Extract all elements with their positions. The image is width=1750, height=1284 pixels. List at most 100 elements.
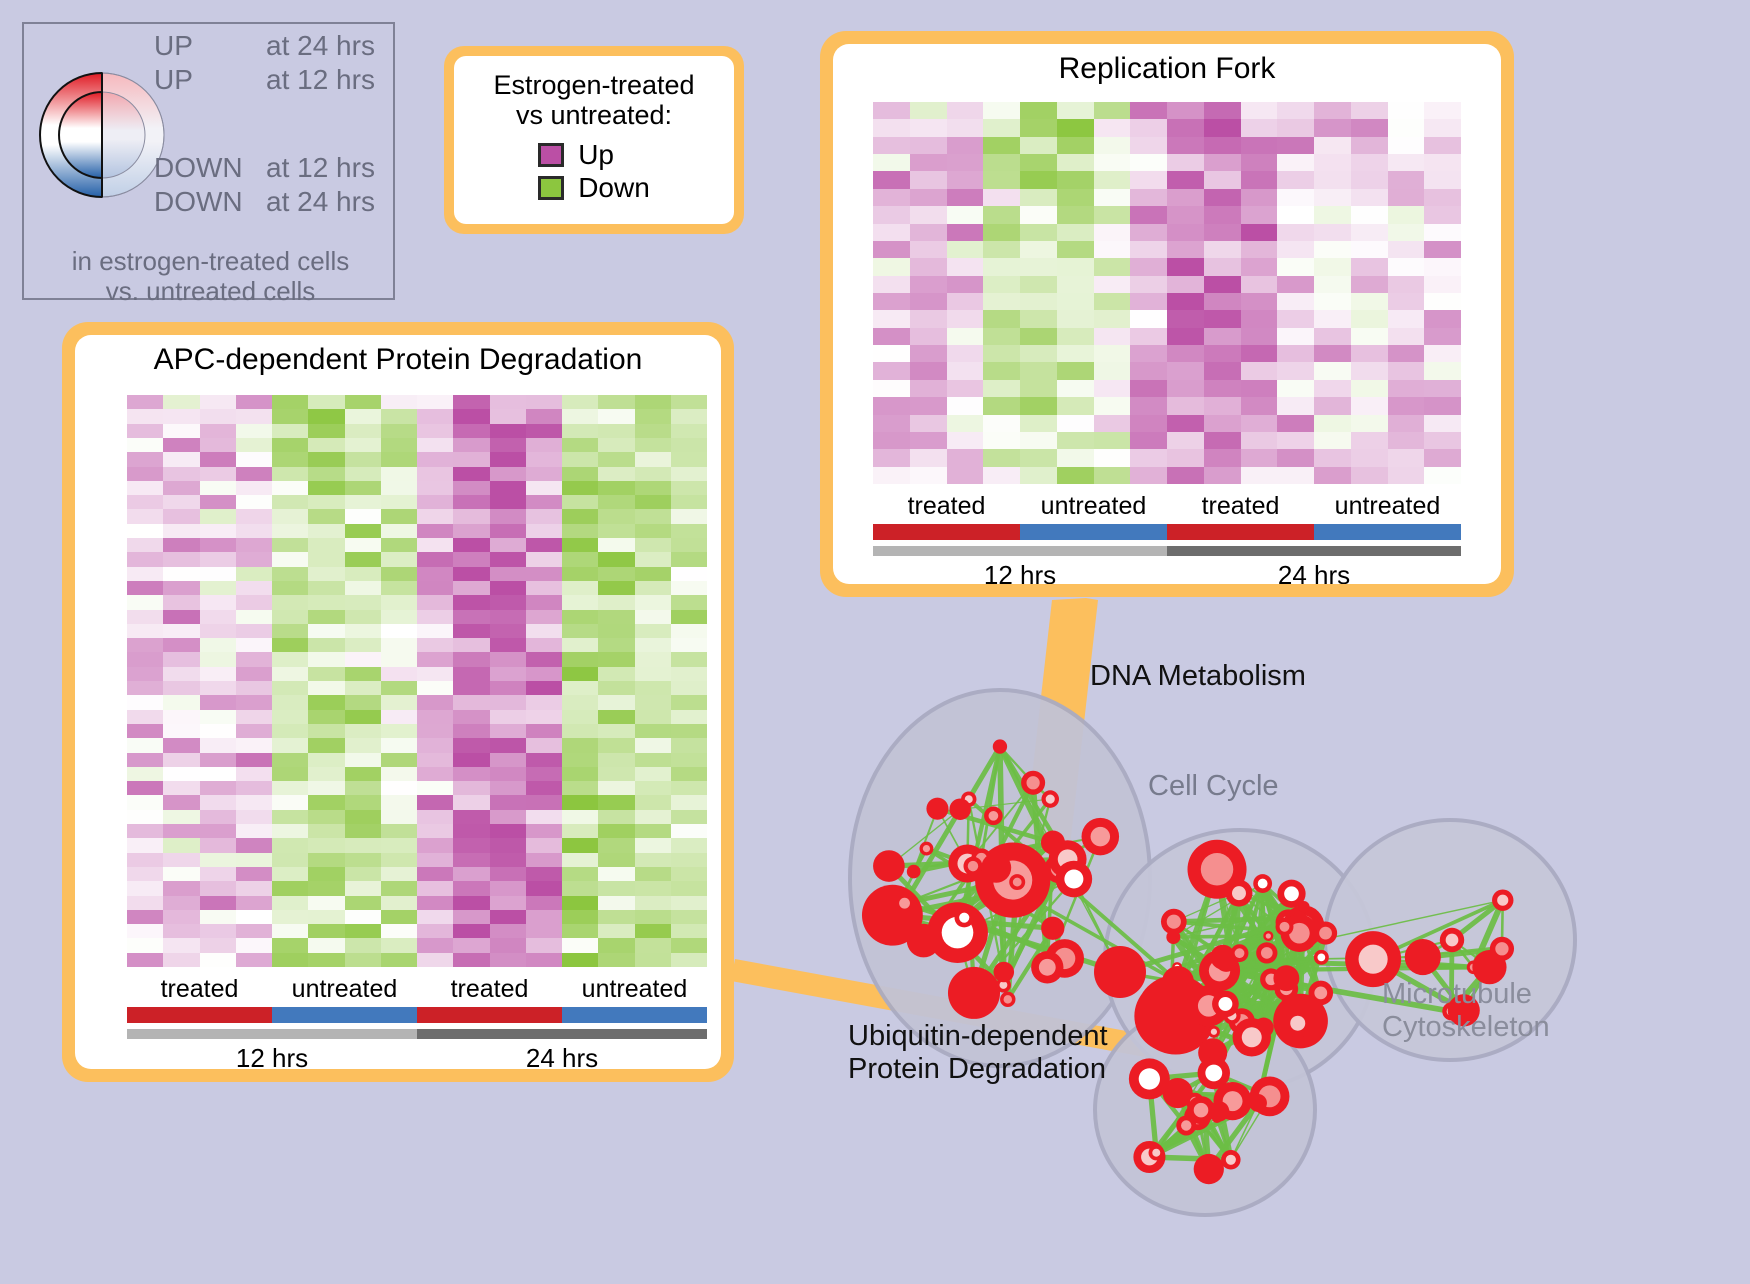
time-label: 24 hrs [417, 1039, 707, 1069]
panel-title-apc-degradation: APC-dependent Protein Degradation [75, 335, 721, 377]
group-label: untreated [1020, 492, 1167, 521]
circle-legend-time: at 24 hrs [266, 188, 375, 216]
network-node-core [1194, 1103, 1209, 1118]
circle-legend-footer-line1: in estrogen-treated cells [24, 246, 397, 276]
circle-legend-footer: in estrogen-treated cells vs. untreated … [24, 246, 397, 306]
network-node[interactable] [949, 798, 971, 820]
heatmap-replication-fork [873, 102, 1461, 484]
time-label: 24 hrs [1167, 556, 1461, 584]
down-label: Down [578, 172, 650, 204]
network-node-core [923, 845, 930, 852]
treatment-bar-replication-fork [873, 524, 1461, 540]
network-node[interactable] [1210, 945, 1235, 970]
network-node-core [1258, 879, 1268, 889]
network-node-core [1232, 886, 1246, 900]
network-node-core [1064, 870, 1083, 889]
network-node[interactable] [1209, 1101, 1229, 1121]
up-color-swatch [538, 143, 564, 167]
color-legend-item-down: Down [538, 172, 650, 204]
network-node-core [1039, 959, 1056, 976]
network-node-core [1266, 933, 1271, 938]
network-node-core [1004, 995, 1012, 1003]
network-node-core [1201, 853, 1233, 885]
network-node[interactable] [907, 924, 941, 958]
time-bar-segment [127, 1029, 417, 1039]
time-bar-segment [873, 546, 1167, 556]
network-node-core [1242, 1027, 1262, 1047]
circle-legend-row: DOWN at 12 hrs [154, 154, 394, 182]
group-bar-segment [272, 1007, 417, 1023]
network-node[interactable] [1162, 966, 1194, 998]
network-node[interactable] [1194, 1154, 1224, 1184]
concentric-circle-key [38, 34, 168, 239]
color-legend-title: Estrogen-treated vs untreated: [464, 70, 724, 130]
up-label: Up [578, 139, 614, 171]
network-node[interactable] [926, 798, 948, 820]
circle-legend-labels: UP at 24 hrs UP at 12 hrs DOWN at 12 hrs… [154, 32, 394, 216]
cluster-label-line: Cytoskeleton [1382, 1011, 1550, 1044]
circle-legend-row: UP at 12 hrs [154, 66, 394, 94]
group-bar-segment [1167, 524, 1314, 540]
network-node-core [1290, 1016, 1305, 1031]
network-node-core [1497, 895, 1508, 906]
cluster-label-line: Microtubule [1382, 978, 1550, 1011]
color-legend-title-line2: vs untreated: [464, 100, 724, 130]
network-node-core [1046, 794, 1055, 803]
network-node-core [1026, 776, 1039, 789]
network-node[interactable] [993, 962, 1014, 983]
circle-legend-row: DOWN at 24 hrs [154, 188, 394, 216]
network-node-core [1181, 1120, 1191, 1130]
updown-color-legend: Estrogen-treated vs untreated: Up Down [444, 46, 744, 234]
network-node-core [1280, 922, 1290, 932]
time-bar-segment [417, 1029, 707, 1039]
group-bar-segment [1314, 524, 1461, 540]
network-node-core [1211, 1029, 1217, 1035]
circle-legend-keyword: UP [154, 32, 266, 60]
network-node[interactable] [981, 853, 1011, 883]
circle-legend-keyword: DOWN [154, 154, 266, 182]
group-bar-segment [127, 1007, 272, 1023]
group-label: untreated [272, 975, 417, 1004]
network-node-core [1284, 886, 1299, 901]
group-label: untreated [1314, 492, 1461, 521]
network-node-core [1235, 948, 1245, 958]
network-node[interactable] [948, 967, 1000, 1019]
network-node[interactable] [993, 739, 1007, 753]
network-node-core [1152, 1149, 1160, 1157]
network-node-core [1139, 1068, 1160, 1089]
group-label: treated [127, 975, 272, 1004]
network-node-core [1317, 953, 1325, 961]
group-bar-segment [562, 1007, 707, 1023]
network-node[interactable] [907, 865, 921, 879]
treatment-bar-apc-degradation [127, 1007, 707, 1023]
network-node[interactable] [1094, 946, 1146, 998]
network-node[interactable] [1041, 917, 1064, 940]
group-bar-segment [1020, 524, 1167, 540]
circle-legend-keyword: DOWN [154, 188, 266, 216]
group-bar-segment [873, 524, 1020, 540]
color-legend-title-line1: Estrogen-treated [464, 70, 724, 100]
group-label: untreated [562, 975, 707, 1004]
network-node[interactable] [1405, 939, 1441, 975]
group-label: treated [417, 975, 562, 1004]
network-node-core [1446, 934, 1459, 947]
network-node-core [1218, 997, 1232, 1011]
network-node[interactable] [1273, 965, 1299, 991]
circle-legend-keyword: UP [154, 66, 266, 94]
group-label: treated [873, 492, 1020, 521]
time-bar-segment [1167, 546, 1461, 556]
time-label: 12 hrs [873, 556, 1167, 584]
down-color-swatch [538, 176, 564, 200]
network-node-core [1359, 945, 1388, 974]
network-node-core [1167, 915, 1181, 929]
network-node[interactable] [873, 850, 905, 882]
color-legend-item-up: Up [538, 139, 650, 171]
network-node[interactable] [1249, 1094, 1267, 1112]
